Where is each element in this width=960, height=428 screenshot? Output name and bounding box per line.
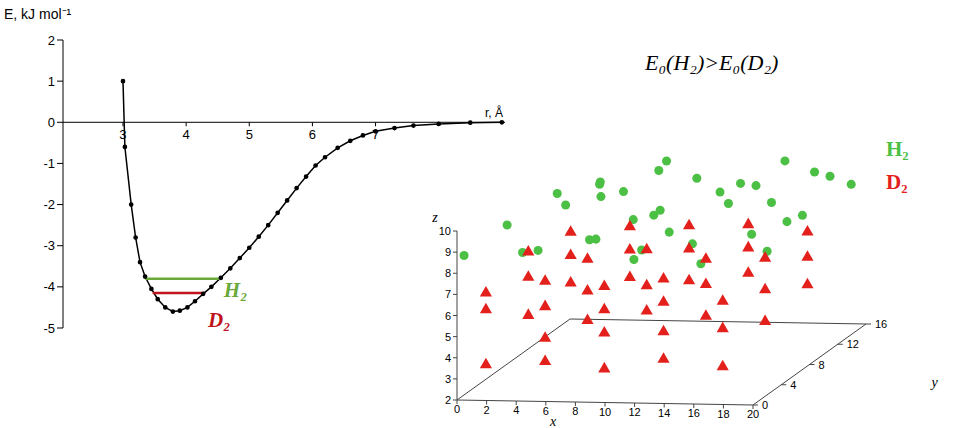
svg-text:3: 3 <box>119 127 126 142</box>
svg-text:-2: -2 <box>43 197 55 212</box>
svg-text:8: 8 <box>445 267 451 279</box>
html-text:D₂: D₂ <box>886 170 908 194</box>
svg-text:6: 6 <box>543 405 549 417</box>
svg-text:-3: -3 <box>43 238 55 253</box>
svg-text:0: 0 <box>454 403 460 415</box>
svg-text:0: 0 <box>762 399 768 411</box>
svg-text:D₂: D₂ <box>207 308 231 332</box>
svg-text:1: 1 <box>48 74 55 89</box>
svg-text:7: 7 <box>372 127 379 142</box>
svg-text:2: 2 <box>484 404 490 416</box>
svg-text:16: 16 <box>875 318 887 330</box>
svg-text:y: y <box>929 375 938 390</box>
svg-text:x: x <box>549 414 557 428</box>
html-text:H₂: H₂ <box>886 137 909 161</box>
svg-text:18: 18 <box>717 408 729 420</box>
svg-text:5: 5 <box>445 331 451 343</box>
svg-text:8: 8 <box>572 405 578 417</box>
html-text:E, kJ mol⁻¹: E, kJ mol⁻¹ <box>4 6 72 22</box>
svg-text:-1: -1 <box>43 156 55 171</box>
svg-text:6: 6 <box>309 127 316 142</box>
svg-text:2: 2 <box>48 33 55 48</box>
svg-text:12: 12 <box>628 406 640 418</box>
svg-text:16: 16 <box>688 407 700 419</box>
svg-text:0: 0 <box>48 115 55 130</box>
svg-text:10: 10 <box>599 406 611 418</box>
svg-text:-5: -5 <box>43 321 55 336</box>
svg-text:4: 4 <box>183 127 190 142</box>
svg-text:5: 5 <box>246 127 253 142</box>
svg-text:z: z <box>431 210 438 225</box>
svg-text:9: 9 <box>445 246 451 258</box>
svg-text:8: 8 <box>819 359 825 371</box>
svg-text:-4: -4 <box>43 279 55 294</box>
svg-text:4: 4 <box>445 352 451 364</box>
svg-text:6: 6 <box>445 310 451 322</box>
svg-text:2: 2 <box>445 394 451 406</box>
svg-text:4: 4 <box>790 379 796 391</box>
svg-text:10: 10 <box>439 225 451 237</box>
svg-text:12: 12 <box>847 338 859 350</box>
svg-text:r, Å: r, Å <box>485 105 503 120</box>
svg-text:20: 20 <box>747 408 759 420</box>
svg-text:7: 7 <box>445 288 451 300</box>
html-text:E₀(H₂)>E₀(D₂): E₀(H₂)>E₀(D₂) <box>645 50 779 75</box>
svg-text:H₂: H₂ <box>223 278 248 302</box>
svg-text:4: 4 <box>513 404 519 416</box>
svg-text:3: 3 <box>445 373 451 385</box>
svg-text:14: 14 <box>658 407 670 419</box>
